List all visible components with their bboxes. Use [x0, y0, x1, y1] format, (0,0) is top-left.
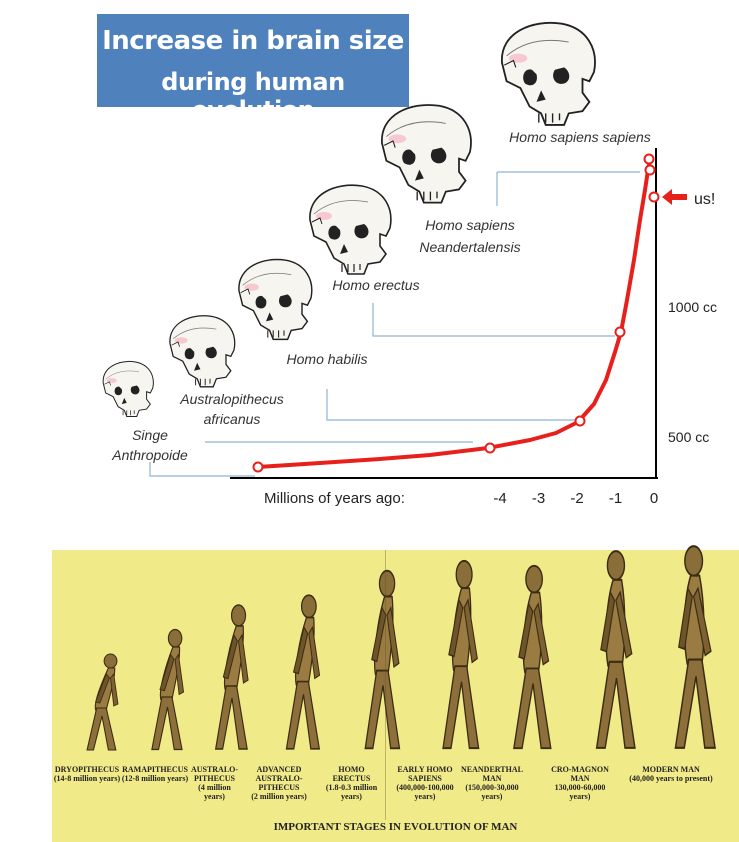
stage-caption: MODERN MAN (40,000 years to present)	[627, 765, 715, 783]
hominid-figure-icon	[285, 594, 321, 750]
hominid-figure-icon	[151, 628, 185, 751]
y-tick-label: 500 cc	[668, 429, 709, 445]
leader-line	[372, 303, 615, 337]
species-label: Homo erectus	[332, 277, 419, 293]
x-tick-label: -4	[493, 490, 506, 507]
brain-size-line	[256, 158, 652, 469]
stage-date: (150,000-30,000 years)	[465, 783, 519, 801]
stage-name: AUSTRALO-PITHECUS	[190, 765, 239, 783]
stage-date: (400,000-100,000 years)	[396, 783, 454, 801]
stage-name: RAMAPITHECUS	[122, 765, 188, 774]
data-point	[643, 153, 655, 165]
x-axis-label: Millions of years ago:	[264, 490, 405, 507]
stage-name: NEANDERTHAL MAN	[461, 765, 523, 783]
neandertal-skull-icon	[381, 104, 472, 204]
australopithecus-skull-icon	[169, 315, 236, 388]
hominid-figure-icon	[595, 550, 636, 749]
stage-caption: NEANDERTHAL MAN (150,000-30,000 years)	[457, 765, 527, 801]
sapiens-skull-icon	[501, 21, 596, 126]
stage-date: (2 million years)	[251, 792, 307, 801]
data-point	[648, 191, 660, 203]
stage-date: (1.8-0.3 million years)	[325, 783, 378, 801]
hominid-figure-icon	[214, 604, 249, 750]
hominid-figure-icon	[442, 559, 480, 750]
data-point	[252, 461, 264, 473]
hominid-figure-icon	[674, 545, 716, 749]
title-box: Increase in brain size during human evol…	[97, 14, 409, 124]
chart-title: Increase in brain size	[102, 26, 404, 56]
species-label: Neandertalensis	[419, 239, 520, 255]
stage-name: HOMO ERECTUS	[332, 765, 371, 783]
species-label: Homo sapiens sapiens	[509, 129, 651, 145]
x-tick-label: -2	[570, 490, 583, 507]
hominid-figure-icon	[513, 564, 552, 750]
species-label: Australopithecus	[179, 391, 284, 407]
stage-name: ADVANCED AUSTRALO-PITHECUS	[255, 765, 303, 792]
species-label: Singe	[132, 427, 168, 443]
stage-date: (14-8 million years)	[53, 774, 121, 783]
stage-caption: RAMAPITHECUS (12-8 million years)	[120, 765, 190, 783]
species-label: africanus	[204, 411, 261, 427]
hominid-figure-icon	[364, 569, 401, 750]
data-point	[484, 442, 496, 454]
x-tick-label: -3	[532, 490, 545, 507]
stage-name: EARLY HOMO SAPIENS	[397, 765, 453, 783]
data-point	[574, 415, 586, 427]
data-point	[614, 326, 626, 338]
species-label: Anthropoide	[111, 447, 188, 463]
stage-date: (40,000 years to present)	[629, 774, 713, 783]
hominid-figure-icon	[86, 653, 119, 751]
page-fold	[385, 550, 386, 820]
chart-subtitle: during human evolution	[161, 68, 345, 124]
x-tick-label: -1	[609, 490, 622, 507]
us-label: us!	[694, 191, 715, 208]
stage-caption: ADVANCED AUSTRALO-PITHECUS (2 million yea…	[244, 765, 314, 801]
stages-title: IMPORTANT STAGES IN EVOLUTION OF MAN	[273, 821, 518, 833]
stage-caption: AUSTRALO-PITHECUS (4 million years)	[187, 765, 242, 801]
y-tick-label: 1000 cc	[668, 299, 717, 315]
stage-caption: CRO-MAGNON MAN 130,000-60,000 years)	[545, 765, 615, 801]
stage-name: MODERN MAN	[642, 765, 700, 774]
brain-size-chart: Millions of years ago: -4 -3 -2 -1 0 500 cc 100…	[102, 21, 717, 507]
stage-date: (12-8 million years)	[121, 774, 189, 783]
leader-line	[326, 389, 575, 421]
erectus-skull-icon	[309, 184, 392, 275]
singe-skull-icon	[102, 360, 154, 418]
leader-line	[149, 462, 255, 477]
stage-caption: DRYOPITHECUS (14-8 million years)	[52, 765, 122, 783]
species-label: Homo sapiens	[425, 217, 515, 233]
stage-name: DRYOPITHECUS	[54, 765, 120, 774]
us-arrow	[662, 189, 687, 205]
stage-date: 130,000-60,000 years)	[554, 783, 606, 801]
habilis-skull-icon	[238, 258, 313, 341]
stage-name: CRO-MAGNON MAN	[551, 765, 609, 783]
stage-caption: HOMO ERECTUS (1.8-0.3 million years)	[324, 765, 379, 801]
x-tick-label: 0	[650, 490, 658, 507]
stage-date: (4 million years)	[198, 783, 231, 801]
stage-caption: EARLY HOMO SAPIENS (400,000-100,000 years…	[390, 765, 460, 801]
species-label: Homo habilis	[287, 351, 368, 367]
evolution-stages-panel: DRYOPITHECUS (14-8 million years) RAMAPITH…	[52, 545, 739, 842]
data-point	[644, 164, 656, 176]
